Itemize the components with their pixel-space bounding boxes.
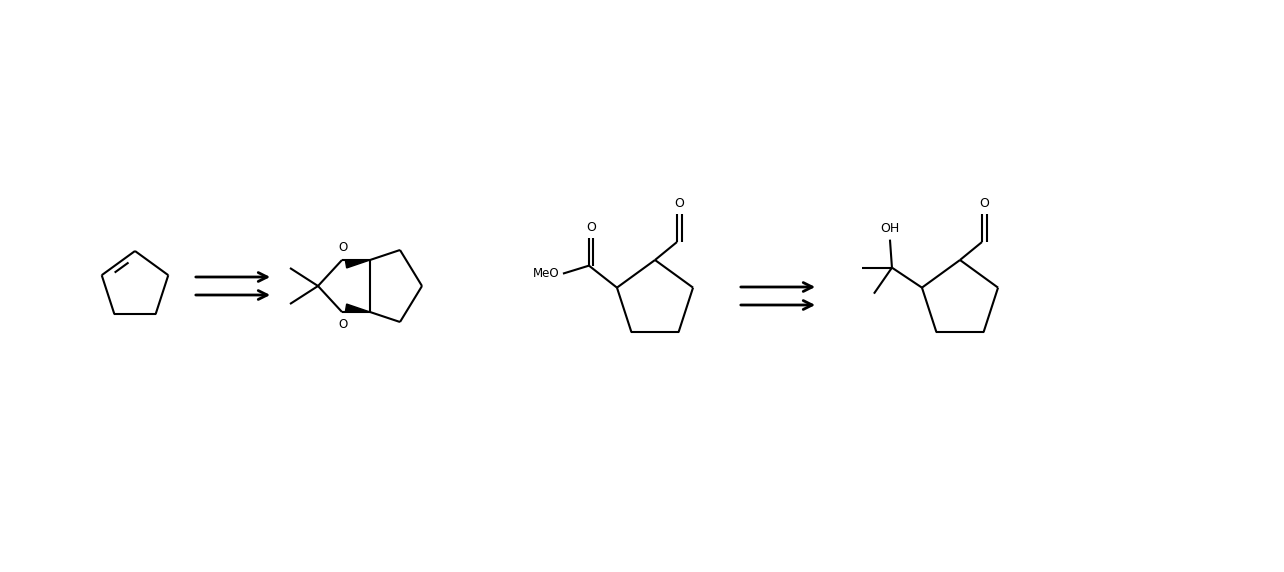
Text: O: O [339,241,348,255]
Text: OH: OH [881,221,900,235]
Text: O: O [674,197,684,210]
Text: O: O [587,221,596,233]
Text: MeO: MeO [533,267,560,280]
Polygon shape [345,260,370,268]
Text: O: O [339,317,348,331]
Text: O: O [980,197,989,210]
Polygon shape [345,304,370,312]
